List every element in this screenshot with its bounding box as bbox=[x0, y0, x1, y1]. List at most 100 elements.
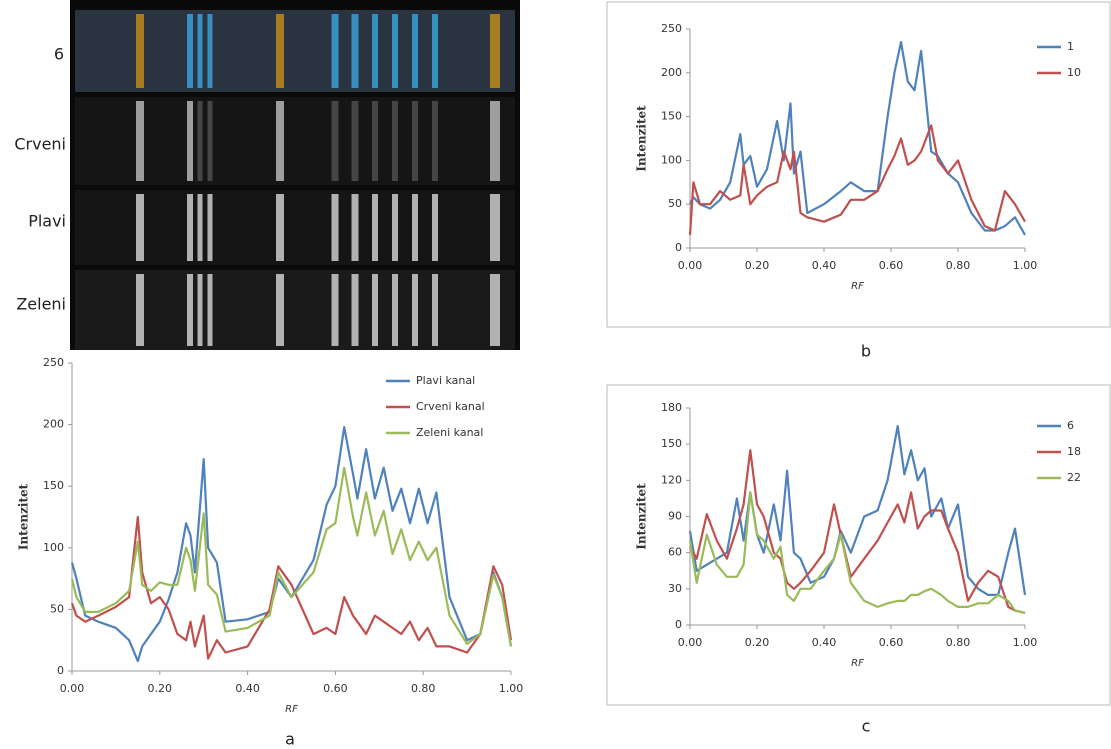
series-line bbox=[688, 124, 1026, 235]
plate-band bbox=[187, 101, 193, 181]
plate-band bbox=[276, 14, 284, 88]
y-axis-label: Intenzitet bbox=[17, 483, 31, 550]
y-tick-label: 50 bbox=[50, 602, 64, 615]
panel-label: b bbox=[861, 342, 871, 361]
plate-band bbox=[187, 194, 193, 261]
x-tick-label: 0.60 bbox=[323, 682, 348, 695]
legend-label: 22 bbox=[1067, 471, 1081, 484]
x-tick-label: 0.80 bbox=[946, 636, 971, 649]
plate-band bbox=[331, 101, 339, 181]
plate-band bbox=[351, 14, 359, 88]
legend-label: Plavi kanal bbox=[416, 374, 475, 387]
plate-band bbox=[392, 14, 398, 88]
series-line bbox=[688, 425, 1027, 596]
legend-label: 18 bbox=[1067, 445, 1081, 458]
series-line bbox=[70, 515, 513, 660]
image-label: Crveni bbox=[14, 135, 66, 154]
plate-band bbox=[412, 194, 418, 261]
plate-band bbox=[331, 194, 339, 261]
plate-band bbox=[490, 14, 500, 88]
x-tick-label: 1.00 bbox=[1013, 636, 1038, 649]
y-tick-label: 120 bbox=[661, 473, 682, 486]
y-tick-label: 200 bbox=[43, 418, 64, 431]
plate-band bbox=[351, 194, 359, 261]
plate-band bbox=[136, 14, 144, 88]
y-tick-label: 150 bbox=[661, 110, 682, 123]
plate-image bbox=[70, 0, 520, 350]
plate-band bbox=[351, 274, 359, 346]
plate-band bbox=[331, 14, 339, 88]
plate-band bbox=[187, 14, 193, 88]
image-label: Zeleni bbox=[16, 295, 66, 314]
plate-band bbox=[207, 14, 213, 88]
x-tick-label: 0.40 bbox=[812, 636, 837, 649]
plate-band bbox=[187, 274, 193, 346]
plate-band bbox=[490, 101, 500, 181]
x-axis-label: RF bbox=[851, 281, 864, 292]
y-tick-label: 250 bbox=[661, 22, 682, 35]
plate-band bbox=[207, 194, 213, 261]
y-axis-label: Intenzitet bbox=[635, 105, 649, 172]
y-tick-label: 60 bbox=[668, 546, 682, 559]
panel-frame bbox=[606, 1, 1111, 328]
plate-band bbox=[490, 194, 500, 261]
x-tick-label: 0.60 bbox=[879, 259, 904, 272]
legend-label: 1 bbox=[1067, 40, 1074, 53]
y-tick-label: 0 bbox=[675, 241, 682, 254]
legend-label: 6 bbox=[1067, 419, 1074, 432]
series-line bbox=[70, 426, 513, 663]
x-tick-label: 1.00 bbox=[1013, 259, 1038, 272]
plate-band bbox=[490, 274, 500, 346]
x-tick-label: 1.00 bbox=[499, 682, 524, 695]
plate-band bbox=[392, 101, 398, 181]
plate-band bbox=[412, 14, 418, 88]
plate-band bbox=[432, 274, 438, 346]
legend-label: 10 bbox=[1067, 66, 1081, 79]
plate-band bbox=[432, 194, 438, 261]
y-tick-label: 150 bbox=[43, 479, 64, 492]
panel-frame bbox=[606, 384, 1111, 706]
plate-row bbox=[75, 190, 515, 265]
panel-label: a bbox=[285, 730, 295, 749]
y-tick-label: 100 bbox=[43, 541, 64, 554]
x-axis-label: RF bbox=[851, 658, 864, 669]
plate-band bbox=[197, 14, 203, 88]
plate-band bbox=[412, 101, 418, 181]
y-tick-label: 0 bbox=[57, 664, 64, 677]
plate-band bbox=[351, 101, 359, 181]
y-tick-label: 200 bbox=[661, 66, 682, 79]
x-tick-label: 0.00 bbox=[60, 682, 85, 695]
y-tick-label: 150 bbox=[661, 437, 682, 450]
plate-band bbox=[412, 274, 418, 346]
y-tick-label: 250 bbox=[43, 356, 64, 369]
x-tick-label: 0.00 bbox=[678, 259, 703, 272]
y-tick-label: 50 bbox=[668, 197, 682, 210]
plate-band bbox=[197, 274, 203, 346]
plate-band bbox=[432, 14, 438, 88]
y-tick-label: 30 bbox=[668, 582, 682, 595]
x-tick-label: 0.80 bbox=[411, 682, 436, 695]
x-tick-label: 0.40 bbox=[812, 259, 837, 272]
series-line bbox=[689, 449, 1026, 614]
series-line bbox=[70, 466, 513, 647]
plate-band bbox=[392, 194, 398, 261]
legend-label: Zeleni kanal bbox=[416, 426, 483, 439]
image-label: Plavi bbox=[28, 212, 66, 231]
panel-label: c bbox=[862, 717, 871, 736]
plate-band bbox=[207, 274, 213, 346]
plate-band bbox=[276, 101, 284, 181]
plate-row bbox=[75, 10, 515, 92]
plate-band bbox=[372, 14, 378, 88]
x-axis-label: RF bbox=[285, 704, 298, 715]
x-tick-label: 0.80 bbox=[946, 259, 971, 272]
plate-band bbox=[372, 274, 378, 346]
plate-row bbox=[75, 97, 515, 185]
x-tick-label: 0.20 bbox=[148, 682, 173, 695]
y-tick-label: 90 bbox=[668, 510, 682, 523]
x-tick-label: 0.20 bbox=[745, 259, 770, 272]
series-line bbox=[688, 491, 1026, 614]
image-label: 6 bbox=[54, 45, 64, 64]
plate-band bbox=[276, 194, 284, 261]
series-line bbox=[689, 41, 1026, 236]
